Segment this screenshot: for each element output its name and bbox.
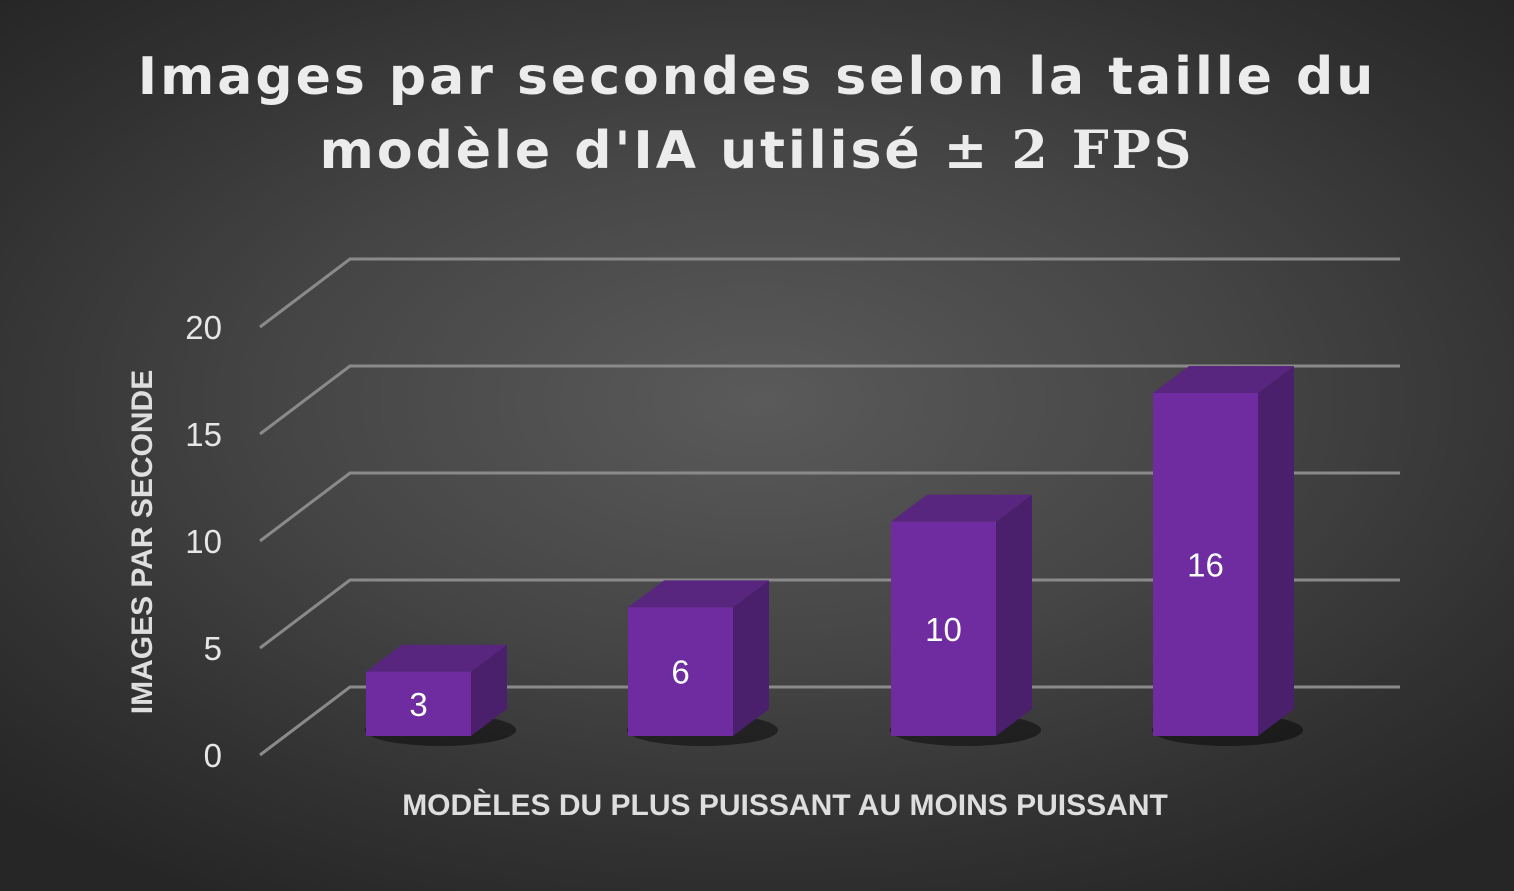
y-tick-labels: 0 5 10 15 20 xyxy=(185,309,222,774)
chart-title: Images par secondes selon la taille du m… xyxy=(0,40,1514,188)
data-label: 16 xyxy=(1187,547,1224,584)
bar-top xyxy=(628,580,769,608)
gridlines xyxy=(259,257,1400,757)
data-label: 3 xyxy=(409,686,427,723)
chart-title-line1: Images par secondes selon la taille du xyxy=(137,47,1377,107)
bar-side xyxy=(996,494,1032,736)
y-tick-label-10: 10 xyxy=(185,523,222,560)
gridline-20 xyxy=(259,257,1400,329)
bar xyxy=(628,607,733,736)
bar xyxy=(891,521,996,736)
chart-title-line2: modèle d'IA utilisé xyxy=(319,121,923,181)
gridline-10 xyxy=(259,471,1400,543)
gridline-0 xyxy=(259,685,1400,757)
x-axis-title: MODÈLES DU PLUS PUISSANT AU MOINS PUISSA… xyxy=(402,788,1168,822)
bar xyxy=(366,671,471,736)
bar-side xyxy=(471,644,507,736)
chart-title-suffix: ± 2 FPS xyxy=(943,120,1195,181)
y-tick-label-20: 20 xyxy=(185,309,222,346)
bar-top xyxy=(366,644,507,672)
bar-top xyxy=(1153,366,1294,393)
gridline-5 xyxy=(259,578,1400,650)
bar-top xyxy=(891,494,1032,522)
bar-side xyxy=(1258,366,1294,736)
data-labels: 3 6 10 16 xyxy=(409,547,1224,723)
data-label: 6 xyxy=(671,654,689,691)
bar-side xyxy=(733,580,769,736)
gridline-15 xyxy=(259,364,1400,436)
bars xyxy=(364,366,1304,746)
y-tick-label-5: 5 xyxy=(204,630,222,667)
y-tick-label-0: 0 xyxy=(204,737,222,774)
y-axis-title: IMAGES PAR SECONDE xyxy=(126,370,159,715)
data-label: 10 xyxy=(925,611,962,648)
y-tick-label-15: 15 xyxy=(185,416,222,453)
bar xyxy=(1153,393,1258,736)
